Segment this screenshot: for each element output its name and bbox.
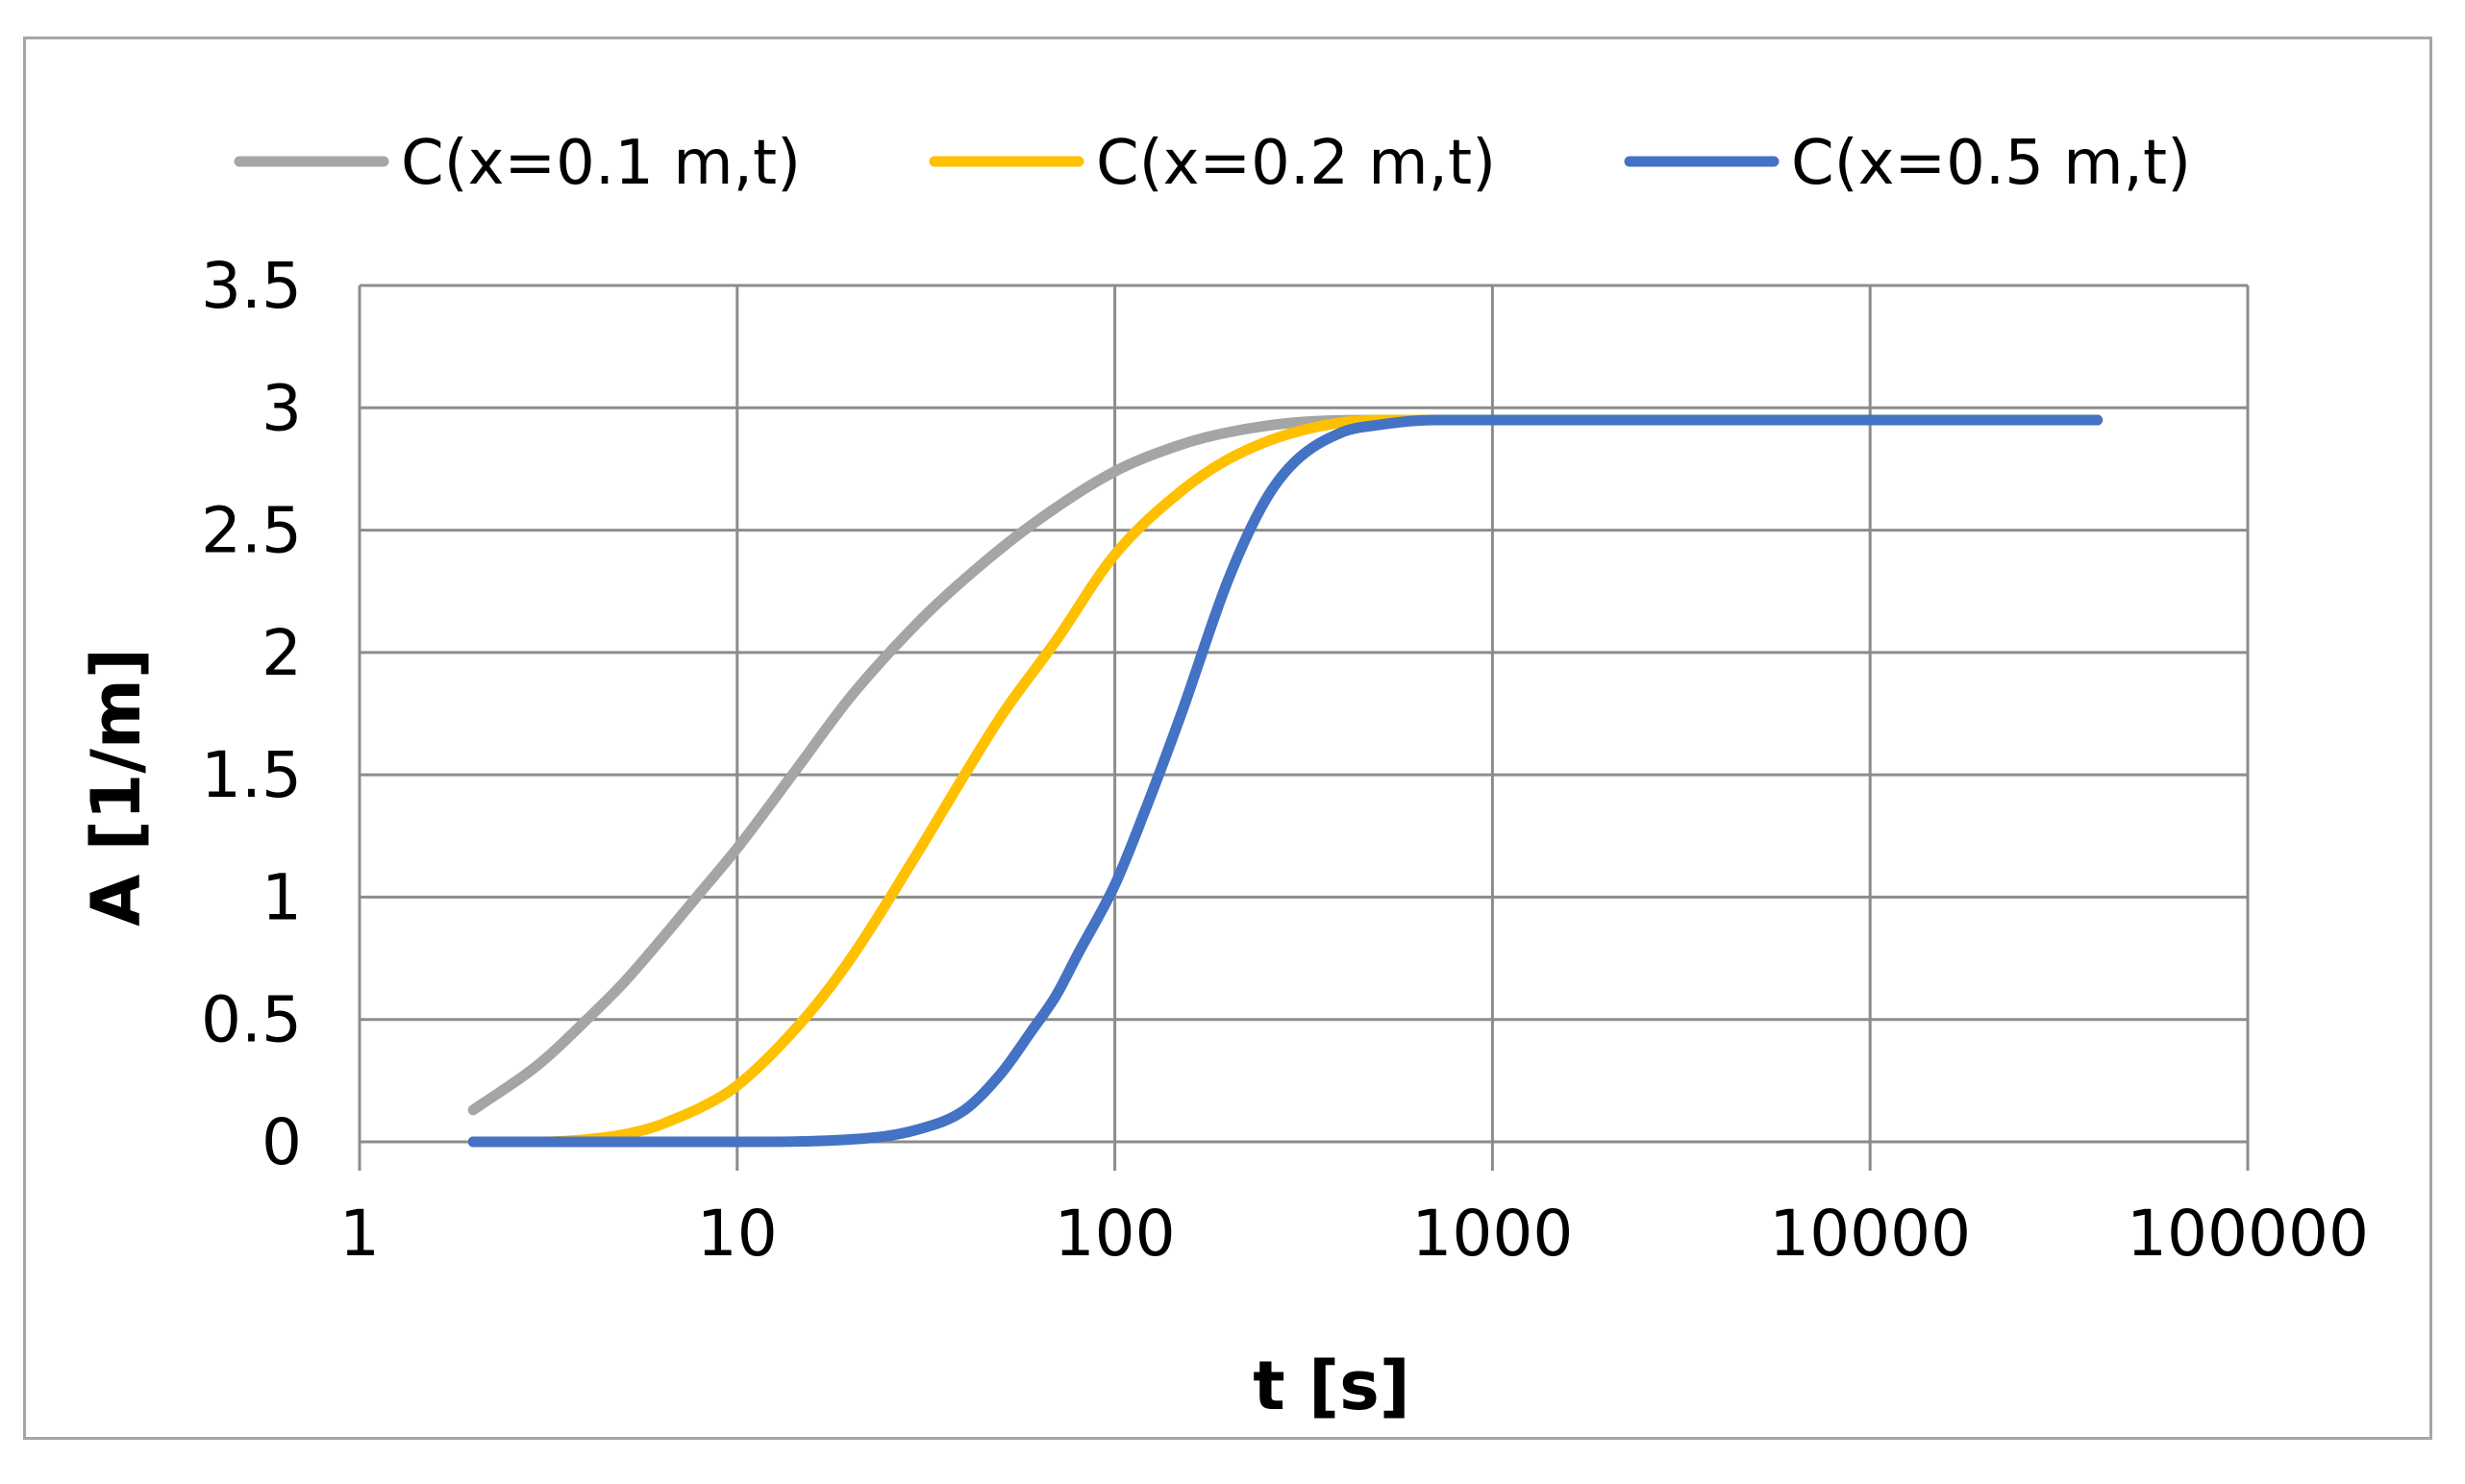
y-tick-label-4: 2 [261,616,302,690]
legend-label-2: C(x=0.2 m,t) [1096,128,1496,199]
y-tick-label-7: 3.5 [201,249,302,323]
x-tick-label-4: 10000 [1769,1197,1971,1271]
legend-label-1: C(x=0.1 m,t) [401,128,801,199]
legend: C(x=0.1 m,t) C(x=0.2 m,t) C(x=0.5 m,t) [234,128,2191,199]
series-line-2 [467,414,2104,1148]
x-tick-label-5: 100000 [2127,1197,2369,1271]
x-tick-label-2: 100 [1055,1197,1176,1271]
x-tick-label-1: 10 [697,1197,778,1271]
series-line-1 [467,414,2104,1116]
y-tick-label-3: 1.5 [201,738,302,812]
y-tick-labels: 0 0.5 1 1.5 2 2.5 3 3.5 [201,249,302,1179]
y-axis-title: A [1/m] [77,648,156,927]
y-tick-label-5: 2.5 [201,494,302,568]
x-axis-title: t [s] [1253,1347,1409,1425]
y-tick-label-2: 1 [261,860,302,934]
chart-frame: 0 0.5 1 1.5 2 2.5 3 3.5 1 10 100 1000 10000 100000 C… [23,37,2432,1440]
y-tick-label-6: 3 [261,371,302,445]
series-lines [467,414,2104,1148]
x-tick-labels: 1 10 100 1000 10000 100000 [339,1197,2369,1271]
legend-label-3: C(x=0.5 m,t) [1791,128,2191,199]
x-tick-label-0: 1 [339,1197,380,1271]
y-tick-label-0: 0 [261,1105,302,1179]
series-line-3 [467,414,2104,1148]
x-tick-label-3: 1000 [1411,1197,1573,1271]
gridlines [358,284,2250,1171]
y-tick-label-1: 0.5 [201,983,302,1057]
line-chart: 0 0.5 1 1.5 2 2.5 3 3.5 1 10 100 1000 10000 100000 C… [77,128,2369,1425]
